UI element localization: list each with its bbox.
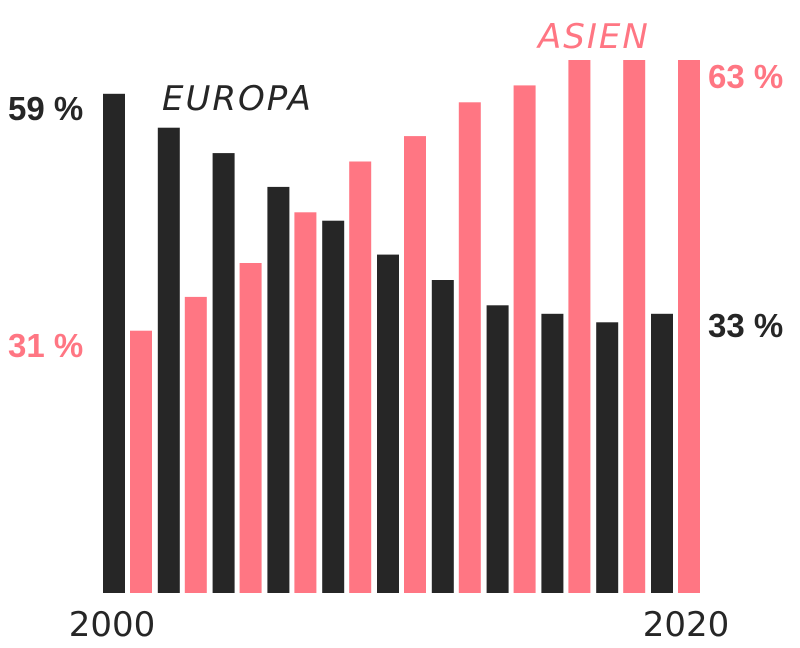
europa-bar-0 (103, 93, 125, 594)
bars-group (103, 60, 700, 594)
europa-series-label: EUROPA (162, 79, 313, 119)
europa-bar-5 (377, 254, 399, 593)
asien-start-label: 31 % (8, 327, 83, 364)
europa-start-label: 59 % (8, 90, 83, 127)
europa-bar-2 (212, 153, 235, 593)
europa-bar-4 (322, 220, 345, 593)
asien-bar-2 (239, 263, 262, 593)
asien-bar-5 (404, 136, 426, 593)
asien-bar-4 (349, 161, 372, 593)
asien-end-label: 63 % (708, 58, 783, 95)
europa-bar-6 (431, 280, 454, 593)
asien-bar-0 (130, 330, 152, 593)
europa-end-label: 33 % (708, 307, 783, 344)
asien-bar-1 (184, 296, 207, 593)
asien-bar-6 (458, 102, 481, 594)
x-axis-tick-end: 2020 (643, 605, 730, 645)
europa-bar-8 (541, 313, 564, 593)
asien-bar-10 (678, 60, 700, 593)
x-axis-tick-start: 2000 (69, 605, 156, 645)
asien-bar-9 (623, 60, 646, 593)
europa-bar-10 (651, 313, 673, 593)
asien-bar-7 (513, 85, 536, 594)
europa-bar-1 (157, 127, 180, 593)
asien-bar-8 (568, 60, 591, 593)
europa-bar-7 (486, 305, 509, 593)
asien-bar-3 (294, 212, 317, 594)
europa-bar-3 (267, 186, 290, 593)
europa-bar-9 (596, 322, 619, 593)
asien-series-label: ASIEN (536, 17, 650, 57)
